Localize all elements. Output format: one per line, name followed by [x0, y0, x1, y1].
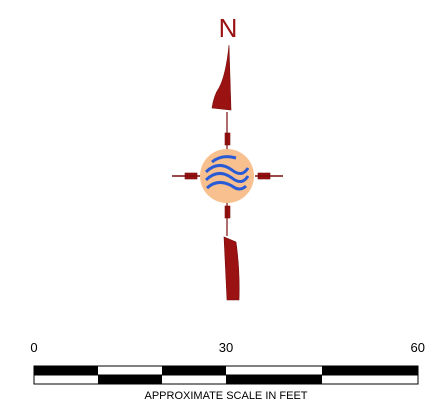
- scale-tick-label: 30: [219, 340, 233, 355]
- compass-rose: [172, 44, 283, 301]
- scale-caption: APPROXIMATE SCALE IN FEET: [145, 390, 308, 402]
- wave-emblem: [204, 155, 250, 191]
- north-label: N: [219, 13, 238, 43]
- south-blade: [223, 236, 240, 301]
- scale-tick-label: 0: [30, 340, 37, 355]
- scale-tick-label: 60: [411, 340, 425, 355]
- north-blade: [211, 44, 232, 111]
- scale-bar: [33, 365, 419, 385]
